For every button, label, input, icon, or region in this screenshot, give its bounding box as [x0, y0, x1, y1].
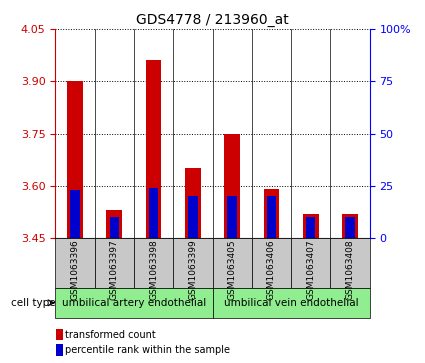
Bar [346, 217, 355, 238]
Bar [303, 214, 319, 238]
Bar [188, 196, 198, 238]
Text: percentile rank within the sample: percentile rank within the sample [65, 345, 230, 355]
Bar [212, 238, 252, 287]
Bar [227, 196, 237, 238]
Bar [149, 188, 158, 238]
Bar [56, 344, 63, 356]
Bar [342, 214, 358, 238]
Text: GSM1063405: GSM1063405 [228, 239, 237, 300]
Text: GSM1063406: GSM1063406 [267, 239, 276, 300]
Title: GDS4778 / 213960_at: GDS4778 / 213960_at [136, 13, 289, 26]
Text: GSM1063399: GSM1063399 [188, 239, 197, 300]
Bar [224, 134, 240, 238]
Bar [110, 217, 119, 238]
Text: cell type: cell type [11, 298, 55, 308]
Bar [94, 238, 134, 287]
Bar [252, 238, 291, 287]
Text: umbilical vein endothelial: umbilical vein endothelial [224, 298, 358, 308]
Bar [55, 238, 94, 287]
Text: GSM1063396: GSM1063396 [71, 239, 79, 300]
Text: transformed count: transformed count [65, 330, 156, 339]
Text: GSM1063397: GSM1063397 [110, 239, 119, 300]
Bar [106, 210, 122, 238]
Bar [55, 287, 212, 318]
Bar [306, 217, 315, 238]
Bar [173, 238, 212, 287]
Text: umbilical artery endothelial: umbilical artery endothelial [62, 298, 206, 308]
Bar [291, 238, 331, 287]
Bar [70, 190, 79, 238]
Bar [134, 238, 173, 287]
Text: GSM1063408: GSM1063408 [346, 239, 354, 300]
Bar [56, 329, 63, 340]
Bar [146, 60, 162, 238]
Bar [331, 238, 370, 287]
Bar [264, 189, 279, 238]
Bar [267, 196, 276, 238]
Text: GSM1063407: GSM1063407 [306, 239, 315, 300]
Bar [212, 287, 370, 318]
Text: GSM1063398: GSM1063398 [149, 239, 158, 300]
Bar [185, 168, 201, 238]
Bar [67, 81, 83, 238]
